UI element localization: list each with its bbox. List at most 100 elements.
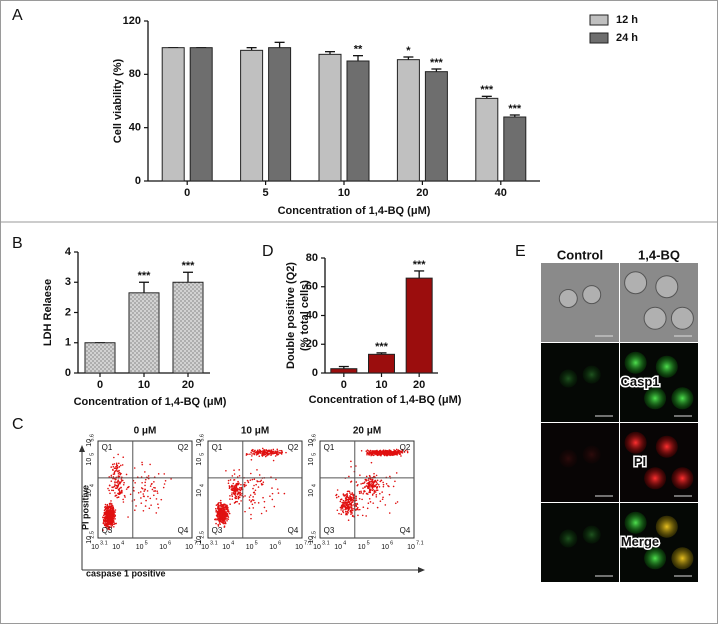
cell <box>559 529 578 548</box>
event-dot <box>389 475 391 478</box>
bar <box>475 97 499 182</box>
event-dot <box>118 490 121 492</box>
event-dot <box>388 512 391 514</box>
legend-label: 12 h <box>616 14 638 26</box>
event-dot <box>109 492 111 495</box>
event-dot <box>262 481 265 483</box>
event-dot <box>341 507 344 509</box>
event-dot <box>253 484 255 487</box>
event-dot <box>260 512 263 515</box>
event-dot <box>116 482 119 484</box>
event-dot <box>144 481 147 484</box>
event-dot <box>369 482 371 485</box>
x-tick-exponent: 6 <box>278 540 281 546</box>
event-dot <box>362 506 365 509</box>
x-axis-label: Concentration of 1,4-BQ (μM) <box>74 396 227 408</box>
event-dot <box>221 507 224 509</box>
event-dot <box>394 480 396 483</box>
event-dot <box>157 506 160 509</box>
event-dot <box>342 509 344 511</box>
event-dot <box>239 494 241 497</box>
event-dot <box>231 492 233 494</box>
event-dots <box>335 448 409 522</box>
event-dot <box>223 526 226 528</box>
x-tick-label: 20 <box>182 379 194 391</box>
event-dot <box>240 483 242 486</box>
event-dot <box>157 473 160 475</box>
event-dot <box>217 506 220 509</box>
cell <box>582 285 602 305</box>
event-dot <box>394 502 397 505</box>
event-dot <box>114 483 116 485</box>
cell <box>624 351 647 374</box>
event-dot <box>219 520 221 523</box>
event-dot <box>257 451 260 454</box>
event-dot <box>251 478 254 481</box>
panel-label: C <box>12 416 24 433</box>
event-dot <box>233 469 235 472</box>
event-dot <box>344 494 346 497</box>
event-dot <box>227 482 230 485</box>
event-dot <box>283 492 286 495</box>
x-tick-exponent: 5 <box>145 540 148 546</box>
event-dot <box>118 475 121 478</box>
event-dot <box>401 449 404 452</box>
event-dot <box>351 509 354 512</box>
x-tick-base: 10 <box>201 544 209 551</box>
x-tick-base: 10 <box>185 544 193 551</box>
event-dot <box>368 481 370 484</box>
event-dot <box>391 454 394 457</box>
event-dot <box>256 450 259 453</box>
event-dot <box>348 490 351 493</box>
event-dot <box>107 487 109 490</box>
event-dot <box>343 501 346 503</box>
event-dot <box>335 496 338 499</box>
event-dot <box>111 514 113 516</box>
event-dot <box>340 509 342 511</box>
event-dot <box>226 514 229 516</box>
event-dot <box>229 498 231 500</box>
event-dot <box>109 511 112 514</box>
event-dot <box>263 453 266 456</box>
event-dot <box>345 513 347 516</box>
event-dot <box>336 489 339 491</box>
event-dot <box>343 505 345 507</box>
event-dot <box>122 501 125 503</box>
event-dot <box>362 492 364 495</box>
event-dots <box>102 453 172 531</box>
event-dot <box>277 492 280 494</box>
panel-label: B <box>12 235 23 252</box>
cell <box>582 445 601 464</box>
event-dot <box>118 469 120 472</box>
significance-label: *** <box>508 103 522 115</box>
event-dot <box>342 499 345 502</box>
bar <box>268 47 292 182</box>
event-dot <box>117 453 119 456</box>
event-dot <box>135 505 137 507</box>
event-dot <box>372 454 375 457</box>
event-dot <box>373 484 375 487</box>
x-tick-exponent: 4 <box>121 540 124 546</box>
event-dot <box>341 510 344 513</box>
event-dot <box>349 500 352 502</box>
event-dot <box>262 449 265 451</box>
plot-frame <box>319 440 415 539</box>
event-dot <box>363 482 365 485</box>
event-dot <box>271 498 274 501</box>
event-dot <box>348 475 350 478</box>
event-dot <box>374 485 377 488</box>
y-tick-label: 60 <box>306 281 318 293</box>
event-dot <box>388 493 391 496</box>
event-dot <box>372 481 375 483</box>
event-dot <box>219 523 221 526</box>
event-dot <box>270 451 273 454</box>
bar <box>172 281 204 374</box>
event-dot <box>376 489 379 492</box>
event-dot <box>217 525 220 527</box>
event-dot <box>139 491 142 493</box>
event-dot <box>406 451 409 454</box>
event-dot <box>224 512 226 515</box>
cell <box>624 271 648 295</box>
event-dot <box>352 498 354 501</box>
event-dot <box>140 497 142 499</box>
